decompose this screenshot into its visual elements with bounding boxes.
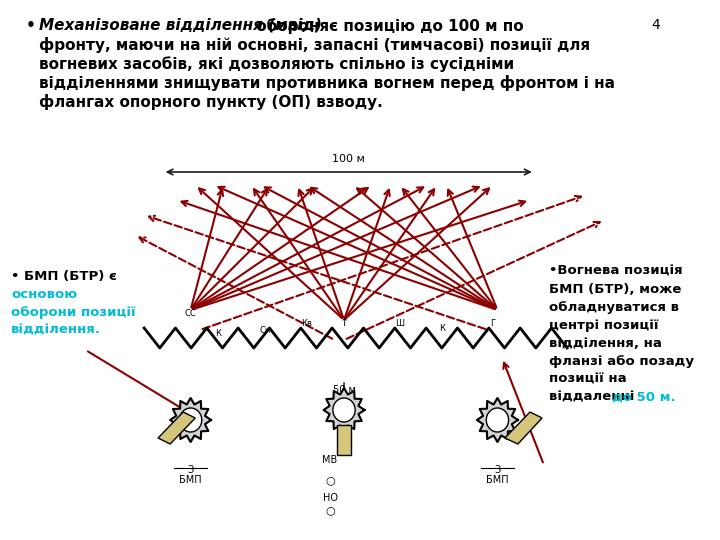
Circle shape [179, 408, 202, 432]
Text: • БМП (БТР) є: • БМП (БТР) є [11, 270, 117, 283]
Polygon shape [477, 398, 518, 442]
Text: Кв: Кв [302, 319, 312, 328]
Circle shape [486, 408, 508, 432]
Text: ○: ○ [325, 475, 335, 485]
Polygon shape [323, 388, 364, 432]
Text: К: К [438, 324, 445, 333]
Text: •: • [26, 18, 36, 33]
Text: •Вогнева позиція: •Вогнева позиція [549, 265, 683, 278]
Text: СС: СС [185, 309, 197, 318]
Text: обороняє позицію до 100 м по: обороняє позицію до 100 м по [251, 18, 523, 33]
Text: З: З [187, 465, 194, 475]
Text: віддаленні: віддаленні [549, 391, 639, 404]
Polygon shape [158, 412, 195, 444]
Text: обладнуватися в: обладнуватися в [549, 301, 678, 314]
Text: 100 м: 100 м [332, 154, 365, 164]
Polygon shape [170, 398, 211, 442]
Circle shape [333, 398, 355, 422]
Text: вогневих засобів, які дозволяють спільно із сусідніми: вогневих засобів, які дозволяють спільно… [39, 56, 514, 72]
Text: Сн: Сн [259, 326, 271, 335]
Text: до 50 м.: до 50 м. [612, 391, 675, 404]
Text: флангах опорного пункту (ОП) взводу.: флангах опорного пункту (ОП) взводу. [39, 94, 383, 110]
Text: МВ: МВ [323, 455, 338, 465]
Text: основою: основою [11, 288, 77, 301]
Text: Механізоване відділення (мвід): Механізоване відділення (мвід) [39, 18, 322, 33]
Text: ○: ○ [325, 505, 335, 515]
Text: 4: 4 [652, 18, 660, 32]
Text: відділення.: відділення. [11, 324, 101, 337]
Text: БМП: БМП [179, 475, 202, 485]
Text: БМП: БМП [486, 475, 509, 485]
Text: оборони позиції: оборони позиції [11, 306, 136, 319]
Text: 50 м: 50 м [333, 385, 356, 395]
Text: відділення, на: відділення, на [549, 337, 662, 350]
Polygon shape [336, 425, 351, 455]
Text: З: З [495, 465, 500, 475]
Polygon shape [505, 412, 542, 444]
Text: БМП (БТР), може: БМП (БТР), може [549, 283, 681, 296]
Text: К: К [215, 329, 222, 338]
Text: позиції на: позиції на [549, 373, 626, 386]
Text: відділеннями знищувати противника вогнем перед фронтом і на: відділеннями знищувати противника вогнем… [39, 75, 615, 91]
Text: Ш: Ш [395, 319, 405, 328]
Text: ↑: ↑ [339, 318, 348, 328]
Text: Г: Г [490, 319, 495, 328]
Text: фронту, маючи на ній основні, запасні (тимчасові) позиції для: фронту, маючи на ній основні, запасні (т… [39, 37, 590, 53]
Text: фланзі або позаду: фланзі або позаду [549, 355, 693, 368]
Text: центрі позиції: центрі позиції [549, 319, 658, 332]
Text: НО: НО [323, 493, 338, 503]
